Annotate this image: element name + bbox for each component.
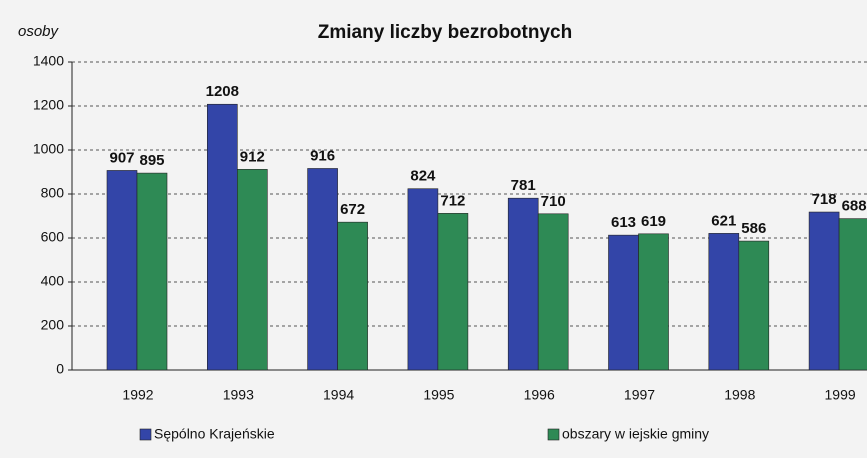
data-label: 613 — [611, 214, 636, 231]
bar — [106, 170, 138, 371]
bar — [337, 221, 368, 371]
y-tick-label: 400 — [41, 273, 65, 289]
y-tick-label: 0 — [56, 361, 64, 377]
bar — [507, 197, 539, 371]
legend-swatch — [139, 428, 152, 441]
data-label: 781 — [511, 177, 536, 194]
data-label: 621 — [711, 212, 736, 229]
data-label: 688 — [842, 198, 867, 215]
data-label: 712 — [440, 192, 465, 209]
data-label: 912 — [240, 148, 265, 165]
legend-swatch — [547, 428, 560, 441]
bar — [808, 211, 840, 371]
data-label: 916 — [310, 147, 335, 164]
x-tick-label: 1996 — [524, 387, 555, 403]
x-tick-label: 1995 — [423, 387, 454, 403]
x-tick-label: 1993 — [223, 387, 254, 403]
bar — [307, 168, 338, 371]
y-tick-label: 600 — [41, 229, 65, 245]
bar — [738, 240, 770, 371]
data-label: 586 — [741, 220, 766, 237]
data-label: 710 — [541, 193, 566, 210]
x-tick-label: 1994 — [323, 387, 354, 403]
data-label: 907 — [109, 149, 134, 166]
data-label: 895 — [139, 152, 164, 169]
bar — [838, 218, 867, 371]
x-tick-label: 1992 — [122, 387, 153, 403]
data-label: 619 — [641, 213, 666, 230]
bar — [708, 233, 740, 371]
x-tick-label: 1997 — [624, 387, 655, 403]
y-tick-label: 1200 — [33, 97, 64, 113]
chart-title: Zmiany liczby bezrobotnych — [318, 22, 572, 43]
bar — [407, 188, 439, 371]
data-label: 672 — [340, 201, 365, 218]
data-label: 1208 — [206, 83, 239, 100]
bar — [207, 103, 238, 371]
y-axis-label: osoby — [18, 23, 60, 40]
x-tick-label: 1999 — [825, 387, 856, 403]
bar — [638, 233, 669, 371]
bar — [237, 169, 268, 371]
y-tick-label: 200 — [41, 317, 65, 333]
legend-label: Sępólno Krajeńskie — [154, 426, 275, 442]
bar — [608, 234, 639, 371]
y-tick-label: 1000 — [33, 141, 64, 157]
y-tick-label: 800 — [41, 185, 65, 201]
x-tick-label: 1998 — [724, 387, 755, 403]
bar — [437, 213, 469, 371]
data-label: 718 — [812, 191, 837, 208]
legend-label: obszary w iejskie gminy — [562, 426, 709, 442]
bar — [136, 172, 168, 371]
y-tick-label: 1400 — [33, 53, 64, 69]
bar — [537, 213, 569, 371]
data-label: 824 — [410, 168, 436, 185]
